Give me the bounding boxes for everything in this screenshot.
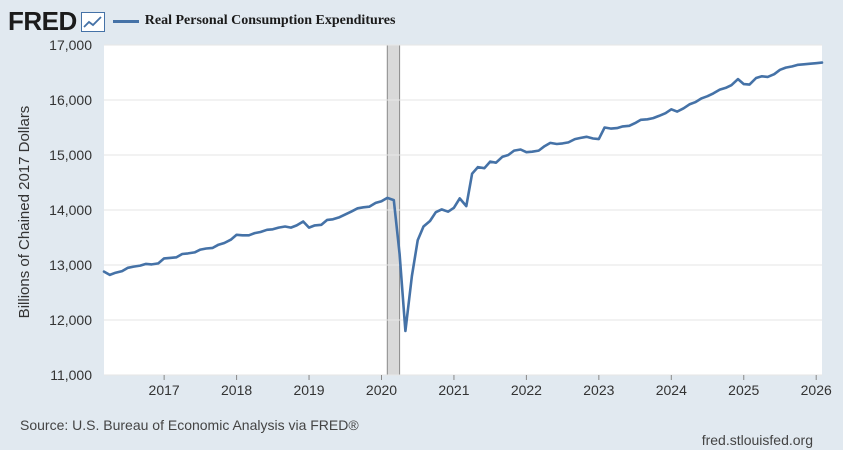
chart-header: FRED Real Personal Consumption Expenditu… xyxy=(8,6,395,36)
x-tick-label: 2024 xyxy=(656,382,687,398)
site-link[interactable]: fred.stlouisfed.org xyxy=(701,432,813,448)
series-line xyxy=(102,61,824,333)
x-tick-label: 2021 xyxy=(438,382,469,398)
grid-layer xyxy=(104,44,822,376)
x-axis: 2017 2018 2019 2020 2021 2022 2023 2024 2025 2026 xyxy=(149,375,832,398)
x-tick-label: 2019 xyxy=(293,382,324,398)
x-tick-label: 2018 xyxy=(221,382,252,398)
source-note: Source: U.S. Bureau of Economic Analysis… xyxy=(20,417,359,433)
x-tick-label: 2023 xyxy=(583,382,614,398)
x-tick-label: 2026 xyxy=(801,382,832,398)
fred-logo[interactable]: FRED xyxy=(8,6,77,36)
y-axis: 11,000 12,000 13,000 14,000 15,000 16,000 17,0… xyxy=(49,37,92,383)
x-tick-label: 2025 xyxy=(728,382,759,398)
legend-swatch xyxy=(112,19,139,23)
y-tick-label: 14,000 xyxy=(49,202,92,218)
x-tick-label: 2017 xyxy=(149,382,180,398)
y-tick-label: 15,000 xyxy=(49,147,92,163)
chart-icon xyxy=(80,12,105,32)
x-tick-label: 2020 xyxy=(366,382,397,398)
legend-label: Real Personal Consumption Expenditures xyxy=(144,13,396,28)
y-tick-label: 17,000 xyxy=(49,37,92,53)
y-tick-label: 13,000 xyxy=(49,257,92,273)
y-tick-label: 12,000 xyxy=(49,312,92,328)
x-tick-label: 2022 xyxy=(511,382,542,398)
y-tick-label: 16,000 xyxy=(49,92,92,108)
y-tick-label: 11,000 xyxy=(50,367,92,383)
series-layer xyxy=(102,61,824,333)
y-axis-title: Billions of Chained 2017 Dollars xyxy=(16,106,33,319)
